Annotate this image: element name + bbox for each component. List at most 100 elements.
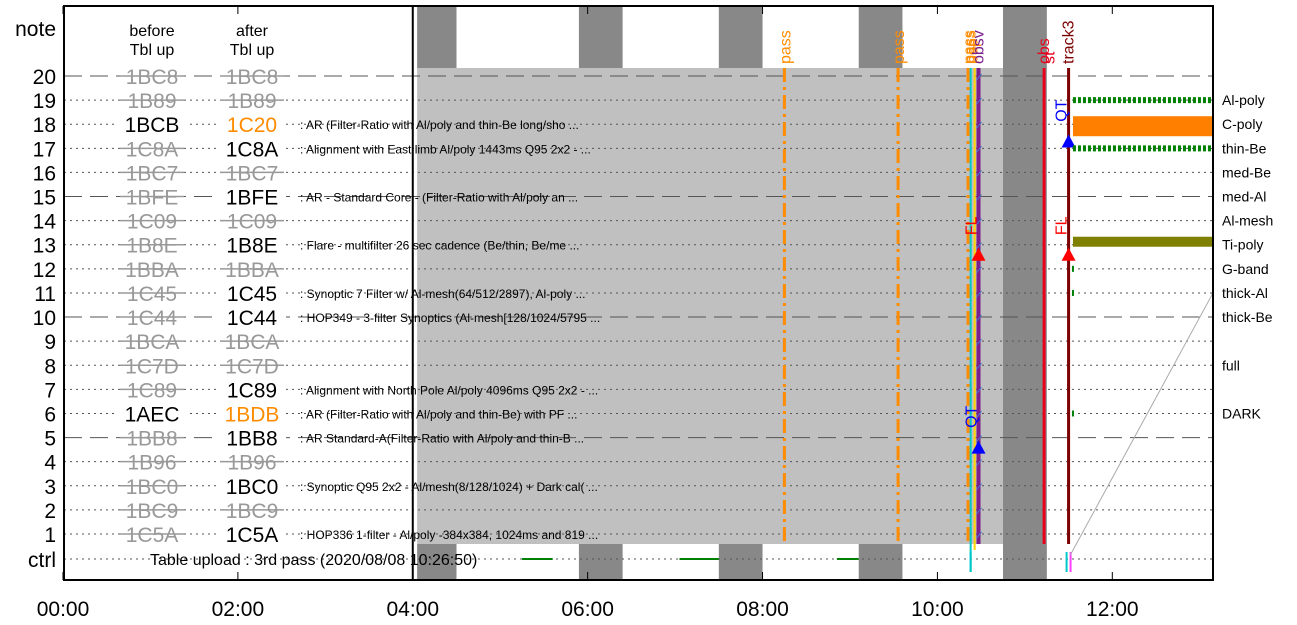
row-description: : Alignment with North Pole Al/poly 4096… xyxy=(300,383,598,397)
x-tick-label: 06:00 xyxy=(561,598,614,621)
row-description: : HOP349 - 3-filter Synoptics (Al-mesh[1… xyxy=(300,311,600,325)
id-backing xyxy=(218,113,286,136)
before-id: 1AEC xyxy=(125,403,180,426)
header-before: Tbl up xyxy=(130,42,175,59)
plot-border xyxy=(63,5,1214,581)
after-id: 1C44 xyxy=(227,307,278,330)
vertical-label: bsp xyxy=(964,38,981,64)
row-label: 12 xyxy=(33,259,56,282)
marks-layer xyxy=(411,6,1214,580)
filter-legend-label: full xyxy=(1222,357,1240,373)
before-id: 1BC8 xyxy=(126,66,179,89)
id-backing xyxy=(218,233,286,256)
filter-legend-label: C-poly xyxy=(1222,116,1262,132)
filter-legend-label: thin-Be xyxy=(1222,140,1267,156)
after-id: 1C8A xyxy=(226,138,279,161)
night-band-bottom xyxy=(578,544,623,580)
obsv-tick xyxy=(976,314,982,322)
night-band-bottom xyxy=(718,544,763,580)
before-id: 1BC7 xyxy=(126,162,179,185)
ctrl-label: ctrl xyxy=(28,549,56,572)
filter-legend-label: Ti-poly xyxy=(1222,237,1264,253)
obsv-tick xyxy=(976,242,982,250)
filter-bar xyxy=(1072,116,1213,137)
pass-label: pass xyxy=(777,30,794,64)
event-marker xyxy=(1061,247,1076,261)
filter-legend-label: Al-mesh xyxy=(1222,213,1273,229)
row-label: 10 xyxy=(33,307,56,330)
filter-legend-label: DARK xyxy=(1222,405,1262,421)
obsv-tick xyxy=(976,507,982,515)
after-id: 1BC9 xyxy=(226,500,279,523)
filter-legend-label: thick-Al xyxy=(1222,285,1268,301)
x-tick-label: 00:00 xyxy=(37,598,90,621)
row-label: 18 xyxy=(33,114,56,137)
night-band-top xyxy=(578,6,623,68)
pass-label: pass xyxy=(891,30,908,64)
obsv-tick xyxy=(976,362,982,370)
before-id: 1BC9 xyxy=(126,500,179,523)
event-marker xyxy=(971,247,986,261)
row-label: 9 xyxy=(44,331,56,354)
obsv-tick xyxy=(976,194,982,201)
x-tick-label: 10:00 xyxy=(911,598,964,621)
id-backing xyxy=(118,113,186,136)
before-id: 1C09 xyxy=(127,211,177,234)
row-label: 8 xyxy=(44,355,56,378)
row-description: : Synoptic 7 Filter w/ Al-mesh(64/512/28… xyxy=(300,287,585,301)
after-id: 1BCA xyxy=(225,331,280,354)
header-after: Tbl up xyxy=(230,42,275,59)
vertical-label: track3 xyxy=(1061,20,1078,64)
row-description: : Flare - multifilter 26 sec cadence (Be… xyxy=(300,239,579,253)
filter-bar xyxy=(1072,236,1213,247)
row-label: 2 xyxy=(44,500,56,523)
id-backing xyxy=(118,402,186,425)
x-tick-label: 04:00 xyxy=(386,598,439,621)
obsv-tick xyxy=(976,218,982,225)
id-backing xyxy=(218,137,286,160)
before-id: 1BB8 xyxy=(126,428,177,451)
filter-legend-label: Al-poly xyxy=(1222,92,1265,108)
after-id: 1BDB xyxy=(225,403,280,426)
filter-legend-label: med-Al xyxy=(1222,189,1266,205)
row-label: 17 xyxy=(33,138,56,161)
table-upload-text: Table upload : 3rd pass (2020/08/08 10:2… xyxy=(150,552,477,569)
vertical-label: pass xyxy=(963,30,980,64)
before-id: 1C45 xyxy=(127,283,177,306)
after-id: 1C45 xyxy=(227,283,277,306)
before-id: 1BBA xyxy=(125,259,179,282)
before-id: 1BCB xyxy=(125,114,180,137)
row-label: 20 xyxy=(33,66,56,89)
after-id: 1C89 xyxy=(227,379,277,402)
obsv-tick xyxy=(976,411,982,418)
row-label: 5 xyxy=(44,428,56,451)
obsv-tick xyxy=(976,290,982,298)
filter-legend-label: med-Be xyxy=(1222,164,1271,180)
obsv-tick xyxy=(976,170,982,177)
filter-legend-label: G-band xyxy=(1222,261,1269,277)
after-id: 1B8E xyxy=(226,235,277,258)
obsv-tick xyxy=(976,387,982,394)
after-id: 1B89 xyxy=(227,90,276,113)
obsv-tick xyxy=(976,73,982,81)
night-band-top xyxy=(417,6,457,68)
row-description: : Synoptic Q95 2x2 - Al/mesh(8/128/1024)… xyxy=(300,480,598,494)
id-backing xyxy=(218,474,286,497)
row-label: 3 xyxy=(44,476,56,499)
event-label: FL xyxy=(964,216,981,235)
id-backing xyxy=(218,281,286,304)
row-description: : AR Standard-A(Filter-Ratio with Al/pol… xyxy=(300,432,584,446)
vertical-label: obs xyxy=(1036,38,1053,64)
before-id: 1B8E xyxy=(126,235,177,258)
obsv-tick xyxy=(976,459,982,467)
before-id: 1BFE xyxy=(126,187,179,210)
id-backing xyxy=(218,185,286,208)
before-id: 1C8A xyxy=(126,138,179,161)
row-label: 7 xyxy=(44,379,56,402)
id-backing xyxy=(218,402,286,425)
after-id: 1BC0 xyxy=(226,476,279,499)
obsv-tick xyxy=(976,266,982,274)
obsv-tick xyxy=(976,121,982,129)
